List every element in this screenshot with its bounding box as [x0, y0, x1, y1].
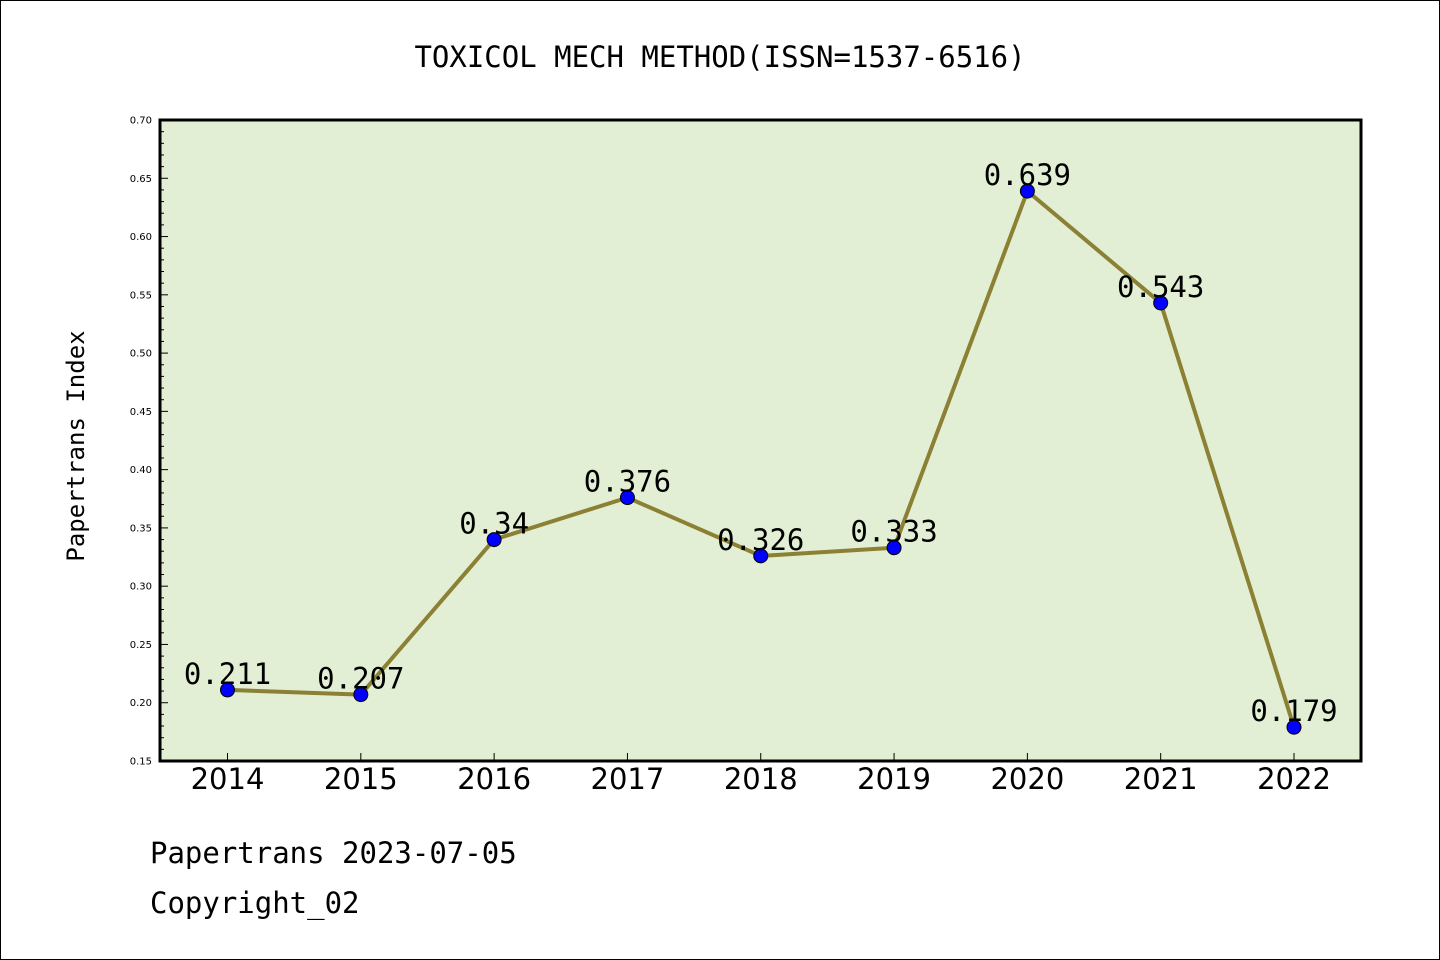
- x-tick-label: 2014: [191, 762, 265, 796]
- chart-title: TOXICOL MECH METHOD(ISSN=1537-6516): [414, 40, 1025, 74]
- data-point: [220, 682, 235, 698]
- data-label: 0.543: [1117, 270, 1204, 304]
- data-label: 0.34: [459, 507, 529, 541]
- y-axis-label: Papertrans Index: [62, 330, 90, 561]
- footer-date: Papertrans 2023-07-05: [150, 836, 517, 870]
- data-point: [886, 540, 902, 556]
- data-point: [1153, 295, 1169, 311]
- data-label: 0.639: [984, 158, 1071, 192]
- data-point: [1286, 719, 1302, 735]
- data-label: 0.179: [1250, 694, 1337, 728]
- x-axis: 2014 2015 2016 2017 2018 2019 2020 2021 2022: [191, 753, 1331, 796]
- y-tick-label: 0.30: [130, 582, 152, 593]
- data-label: 0.207: [317, 662, 404, 696]
- y-tick-label: 0.50: [130, 349, 152, 360]
- x-tick-label: 2018: [724, 762, 798, 796]
- y-tick-label: 0.70: [130, 116, 152, 127]
- y-tick-label: 0.35: [130, 523, 152, 534]
- x-tick-label: 2022: [1257, 762, 1331, 796]
- x-tick-label: 2015: [324, 762, 398, 796]
- data-point: [353, 687, 369, 703]
- x-tick-label: 2016: [457, 762, 531, 796]
- y-tick-label: 0.65: [130, 174, 152, 185]
- x-tick-label: 2021: [1124, 762, 1198, 796]
- data-label: 0.376: [584, 465, 671, 499]
- x-tick-label: 2020: [990, 762, 1064, 796]
- y-tick-label: 0.40: [130, 465, 152, 476]
- y-tick-label: 0.20: [130, 698, 152, 709]
- series-line-group: 0.211 0.207 0.34 0.376 0.326 0.333 0.639 0.543 0…: [184, 158, 1338, 735]
- data-label: 0.326: [717, 523, 804, 557]
- data-point: [486, 532, 502, 548]
- data-point: [1019, 183, 1035, 199]
- y-tick-label: 0.60: [130, 232, 152, 243]
- footer-copyright: Copyright_02: [150, 886, 360, 920]
- data-label: 0.211: [184, 657, 271, 691]
- plot-area: [160, 120, 1361, 761]
- x-tick-label: 2019: [857, 762, 931, 796]
- y-tick-label: 0.55: [130, 290, 152, 301]
- y-tick-label: 0.15: [130, 757, 152, 768]
- data-label: 0.333: [850, 515, 937, 549]
- x-tick-label: 2017: [591, 762, 665, 796]
- y-tick-label: 0.25: [130, 640, 152, 651]
- y-tick-label: 0.45: [130, 407, 152, 418]
- plot-border: [158, 118, 1363, 763]
- data-point: [619, 490, 635, 506]
- data-point: [753, 548, 769, 564]
